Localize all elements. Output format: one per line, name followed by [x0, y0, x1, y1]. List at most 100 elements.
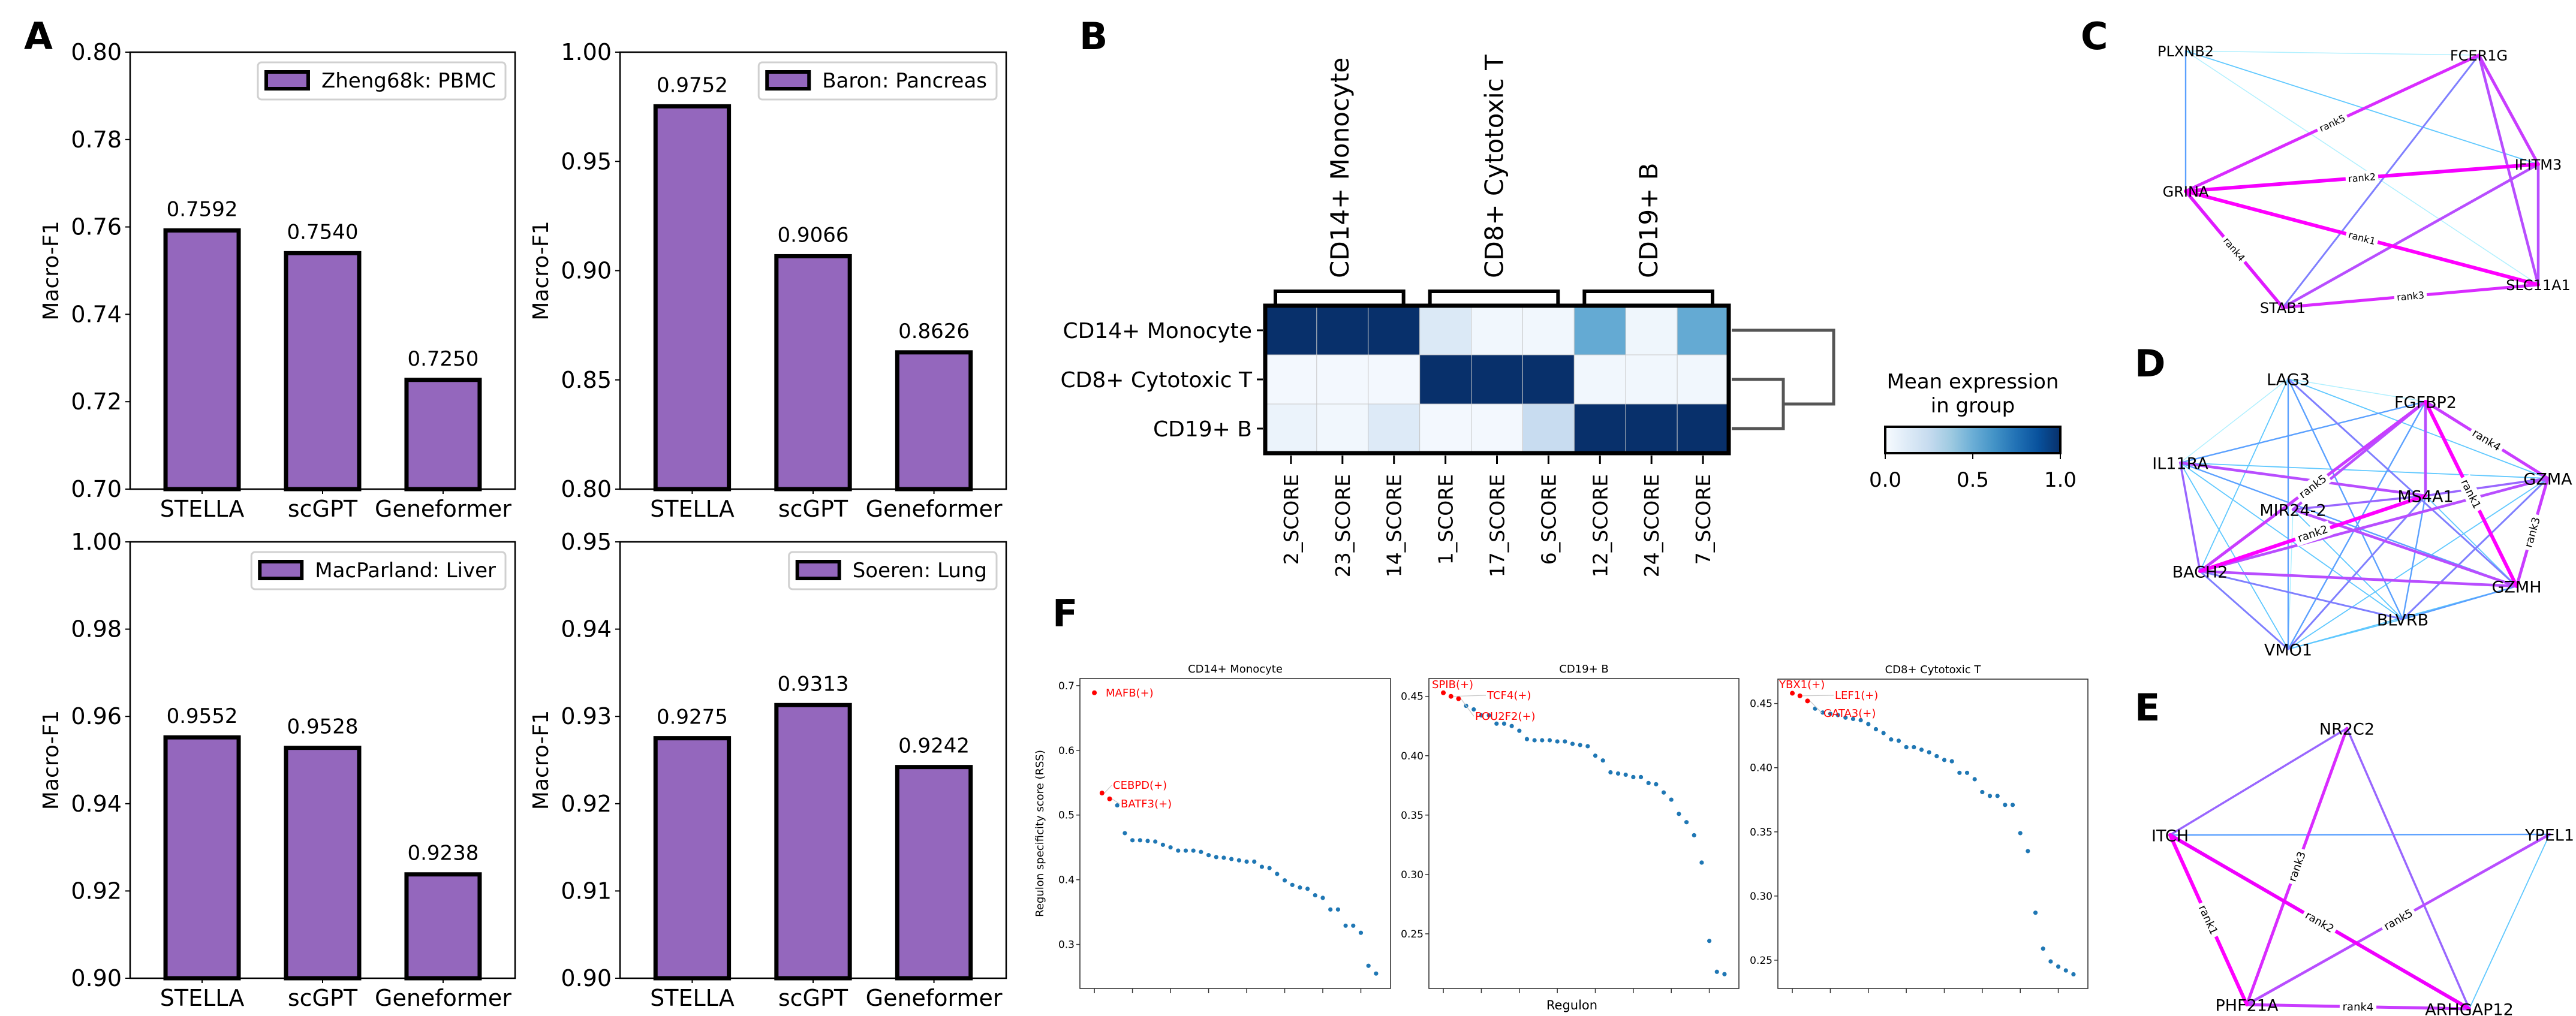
edge-label-background [2456, 474, 2486, 514]
network-e: rank5 rank4 rank3 rank2 rank1 NR2C2 ITCH YPEL1 P… [2151, 720, 2574, 1016]
regulon-point [1244, 859, 1249, 864]
x-tick-label: Geneformer [375, 985, 511, 1011]
edge-nr2c2-itch [2169, 727, 2348, 836]
y-axis-label: Macro-F1 [529, 710, 553, 810]
regulon-point [1252, 859, 1257, 864]
bar-value-label: 0.7250 [407, 347, 479, 371]
y-tick-label: 0.94 [561, 616, 612, 643]
regulon-point [1850, 716, 1856, 721]
legend: Zheng68k: PBMC [257, 61, 507, 101]
y-tick-label: 0.45 [1401, 691, 1424, 703]
y-axis-label: Macro-F1 [529, 221, 553, 320]
regulon-point [1275, 872, 1280, 876]
regulon-point [1593, 753, 1598, 758]
heatmap-cell [1677, 305, 1729, 355]
y-tick-label: 0.7 [1058, 680, 1075, 692]
edge-label-background [2393, 288, 2428, 305]
x-tick-label: scGPT [778, 496, 848, 522]
regulon-point [1570, 741, 1575, 746]
row-label: CD19+ B [1153, 417, 1252, 442]
bar-chart-2: 0.9752 STELLA 0.9066 scGPT 0.8626 Geneformer 0… [529, 39, 1007, 522]
plot-title: CD14+ Monocyte [1188, 663, 1283, 676]
heatmap-cell [1265, 403, 1317, 454]
edge-label-background [2344, 227, 2380, 249]
bar-geneformer [404, 872, 482, 981]
bar-scgpt [284, 746, 362, 981]
edge-lag3-il11ra [2180, 378, 2289, 463]
heatmap-cell [1368, 354, 1421, 405]
y-tick-label: 0.45 [1750, 698, 1772, 710]
x-tick-label: scGPT [778, 985, 848, 1011]
node-label-mir24-2: MIR24-2 [2259, 501, 2326, 520]
bar-stella [653, 104, 732, 492]
x-tick-label: scGPT [288, 496, 358, 522]
label-connector [1112, 798, 1120, 804]
heatmap-cell [1625, 305, 1678, 355]
regulon-point [1563, 739, 1567, 744]
axes-frame [129, 51, 516, 490]
group-bracket [1428, 290, 1560, 304]
bar-value-label: 0.8626 [898, 319, 970, 343]
regulon-point [1912, 744, 1916, 750]
edge-il11ra-ms4a1 [2178, 461, 2427, 498]
edge-ms4a1-gzma [2424, 477, 2549, 497]
edge-mir24-2-gzmh [2291, 508, 2518, 588]
edge-gzma-blvrb [2402, 477, 2549, 620]
regulon-point [1366, 963, 1371, 968]
regulon-point [1828, 711, 1833, 716]
regulon-point [1191, 848, 1196, 853]
y-axis-label: Macro-F1 [39, 710, 64, 810]
node-label-il11ra: IL11RA [2152, 454, 2208, 473]
legend-label: Zheng68k: PBMC [321, 69, 496, 93]
bar-value-label: 0.9528 [287, 715, 359, 739]
regulon-point [1486, 713, 1491, 718]
regulon-point [1199, 849, 1203, 854]
y-tick-label: 0.96 [71, 703, 122, 729]
node-label-grina: GRINA [2163, 183, 2209, 200]
highlight-label: TCF4(+) [1486, 689, 1531, 702]
node-label-ms4a1: MS4A1 [2397, 487, 2453, 506]
edge-ms4a1-gzmh [2425, 495, 2517, 587]
heatmap-cell [1522, 403, 1575, 454]
regulon-point [1236, 858, 1241, 863]
edge-label-background [2300, 906, 2340, 938]
regulon-point [1214, 855, 1218, 860]
edge-label-background [2293, 469, 2333, 504]
edge-label-background [2315, 110, 2350, 137]
axes-frame [1079, 678, 1391, 989]
column-label: 23_SCORE [1331, 474, 1355, 577]
heatmap-cell [1419, 403, 1472, 454]
edge-bach2-vmo1 [2199, 570, 2289, 650]
axes-frame [1777, 679, 2089, 989]
x-tick-label: STELLA [650, 985, 735, 1011]
edge-il11ra-fgfbp2 [2179, 400, 2427, 464]
column-label: 1_SCORE [1434, 474, 1458, 565]
bar-stella [163, 735, 241, 981]
y-tick-label: 0.98 [71, 616, 122, 643]
regulon-point [1123, 831, 1127, 836]
regulon-point [2018, 831, 2023, 836]
column-label: 2_SCORE [1280, 474, 1303, 565]
rss-scatter-3: CD8+ Cytotoxic T 0.25 0.30 0.35 0.40 0.45 YBX1… [1750, 664, 2089, 993]
heatmap-cell [1573, 305, 1626, 355]
panel-label-f: F [1052, 592, 1078, 635]
regulon-point [1328, 907, 1333, 912]
colorbar-title: Mean expression [1887, 370, 2059, 394]
regulon-point [1517, 728, 1522, 733]
y-tick-label: 0.70 [71, 476, 122, 502]
node-label-nr2c2: NR2C2 [2319, 720, 2375, 738]
y-tick-label: 0.95 [561, 529, 612, 555]
regulon-point [1479, 713, 1484, 718]
highlighted-point [1805, 698, 1810, 704]
regulon-point [1267, 866, 1272, 870]
regulon-point [1358, 930, 1364, 935]
regulon-point [1949, 759, 1954, 764]
edge-label: rank5 [2315, 110, 2350, 137]
edge-mir24-2-blvrb [2292, 509, 2403, 620]
regulon-point [2010, 803, 2015, 807]
legend-swatch [264, 70, 310, 91]
regulon-point [1206, 853, 1211, 858]
regulon-point [1555, 739, 1560, 744]
regulon-point [1722, 972, 1727, 976]
regulon-point [1987, 794, 1993, 798]
